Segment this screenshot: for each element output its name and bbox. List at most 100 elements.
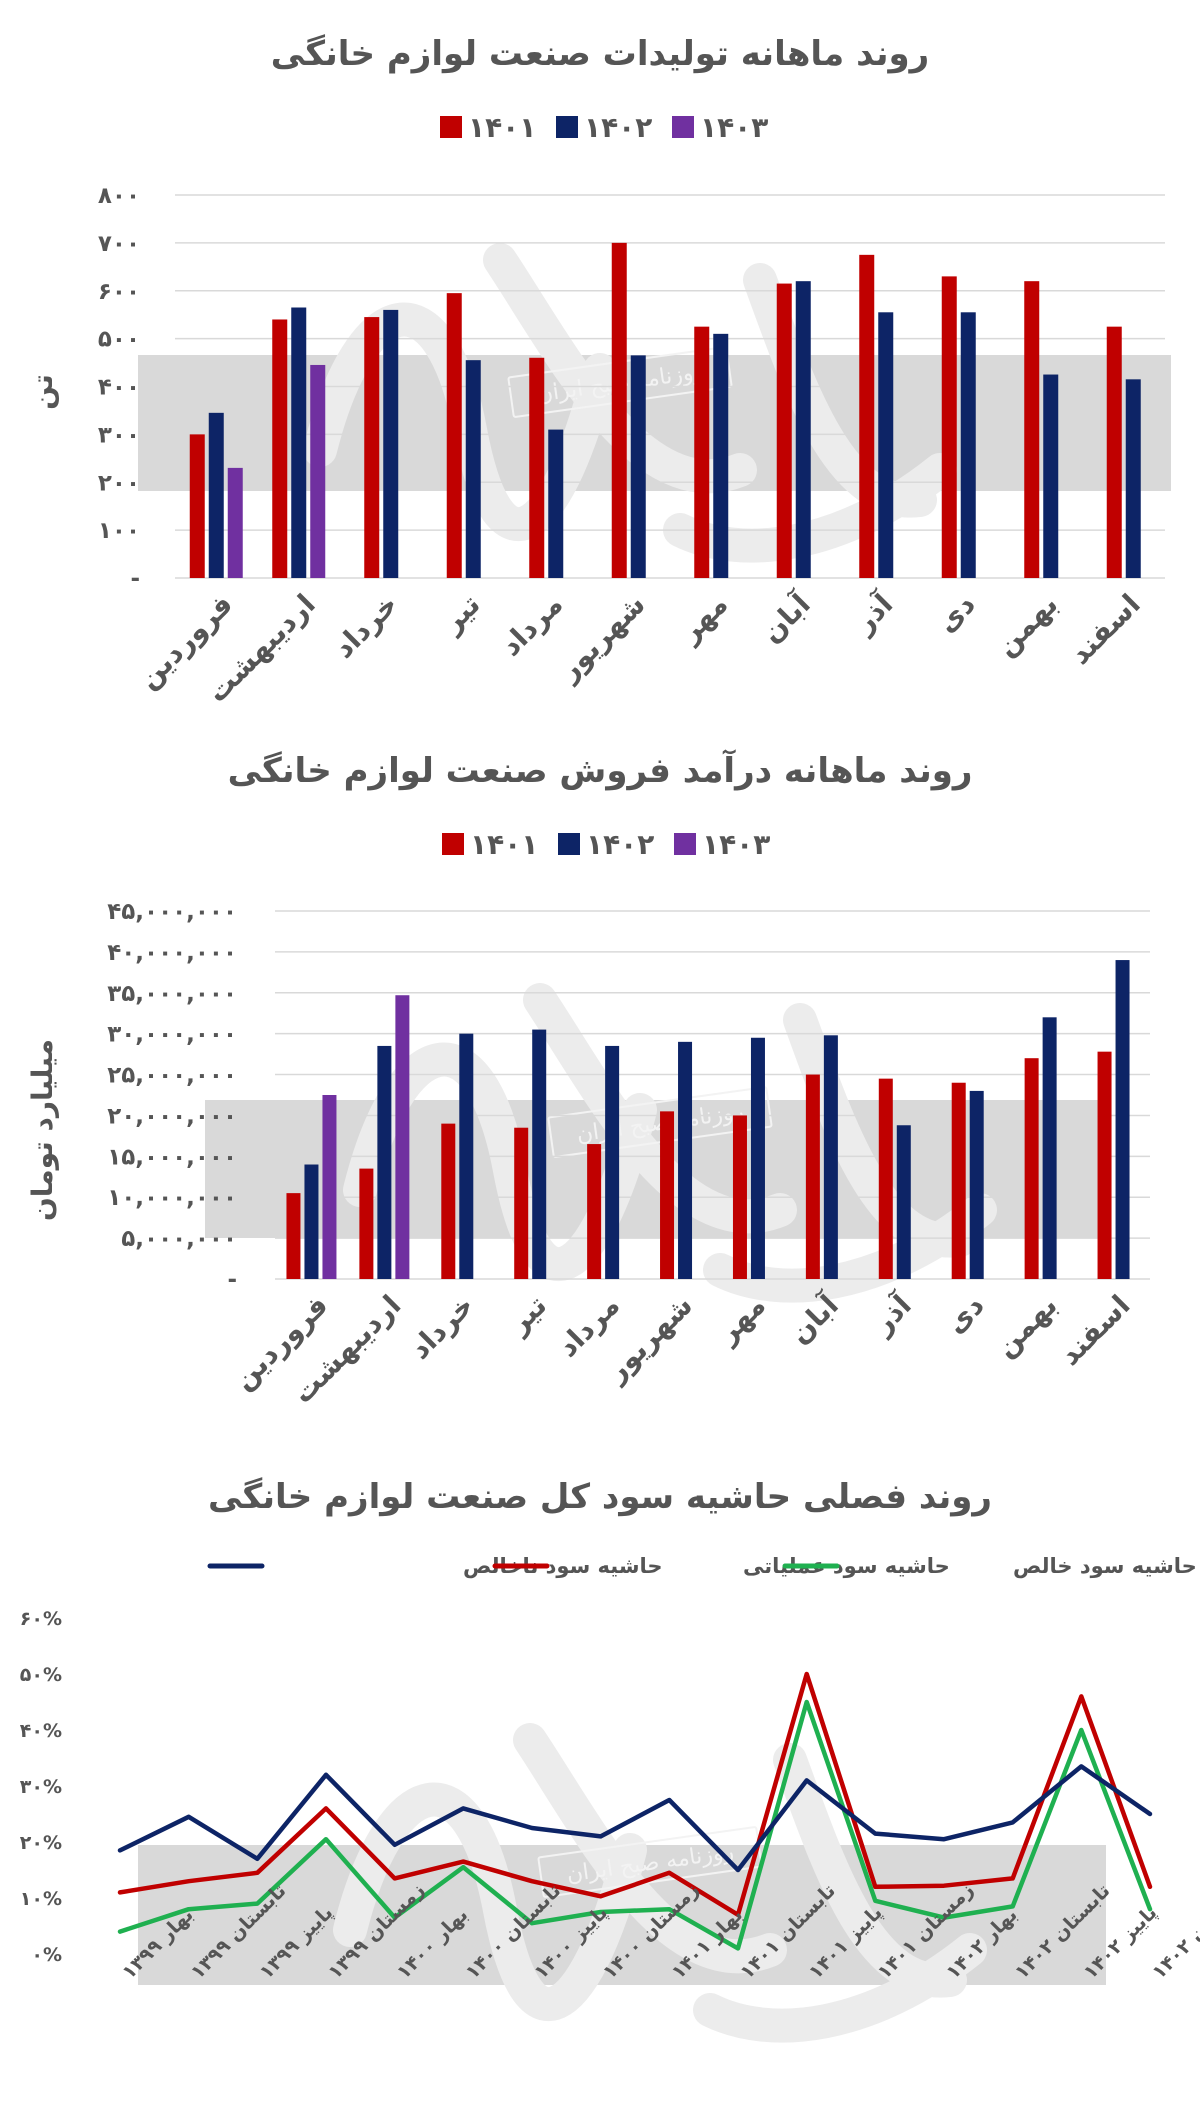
legend-label: ۱۴۰۱	[468, 111, 536, 144]
x-category-label: خرداد	[403, 1289, 480, 1366]
revenue-y-axis-label: میلیارد تومان	[26, 1039, 59, 1221]
bar	[446, 293, 462, 578]
series-line	[117, 1699, 1153, 1951]
revenue-gridlines	[275, 910, 1150, 1280]
x-category-label: دی	[930, 588, 982, 640]
margin-chart: روند فصلی حاشیه سود کل صنعت لوازم خانگی …	[20, 1477, 1200, 2043]
legend-label: ۱۴۰۳	[700, 111, 768, 144]
bar	[383, 309, 399, 578]
y-tick-label: ۶۰%	[20, 1608, 62, 1630]
bar	[377, 1045, 392, 1279]
x-category-label: خرداد	[327, 588, 404, 665]
y-tick-label: ۰%	[31, 1944, 62, 1966]
bar	[310, 364, 326, 578]
bar	[529, 357, 545, 578]
x-category-label: بهمن	[989, 1289, 1064, 1364]
legend-swatch	[558, 833, 580, 855]
bar	[878, 1078, 893, 1279]
bar	[1042, 1017, 1057, 1279]
bar	[514, 1127, 529, 1279]
bar	[227, 467, 243, 578]
production-y-axis-label: تن	[26, 374, 59, 410]
legend-label: حاشیه سود خالص	[1013, 1554, 1197, 1578]
y-tick-label: ۵,۰۰۰,۰۰۰	[121, 1226, 237, 1252]
x-category-label: آذر	[845, 586, 900, 641]
revenue-chart: روند ماهانه درآمد فروش صنعت لوازم خانگی …	[26, 749, 1150, 1410]
production-chart: روند ماهانه تولیدات صنعت لوازم خانگی ۱۴۰…	[26, 34, 1171, 709]
revenue-y-ticks: - ۵,۰۰۰,۰۰۰ ۱۰,۰۰۰,۰۰۰ ۱۵,۰۰۰,۰۰۰ ۲۰,۰۰۰,۰۰۰…	[107, 899, 237, 1293]
bar	[459, 1033, 474, 1279]
y-tick-label: ۳۵,۰۰۰,۰۰۰	[107, 981, 237, 1007]
bar	[1024, 1058, 1039, 1279]
x-category-label: مهر	[672, 588, 734, 650]
margin-y-ticks: ۰% ۱۰% ۲۰% ۳۰% ۴۰% ۵۰% ۶۰%	[20, 1608, 62, 1966]
bar	[605, 1045, 620, 1279]
y-tick-label: ۴۵,۰۰۰,۰۰۰	[107, 899, 237, 925]
margin-lines	[117, 1671, 1153, 1951]
y-tick-label: ۱۰۰	[98, 518, 140, 544]
bar	[951, 1082, 966, 1279]
legend-label: ۱۴۰۱	[470, 828, 538, 861]
bar	[587, 1144, 602, 1279]
bar	[611, 242, 627, 578]
bar	[960, 312, 976, 578]
y-tick-label: ۷۰۰	[98, 231, 140, 257]
bar	[322, 1095, 337, 1279]
legend-swatch	[556, 116, 578, 138]
x-category-label: تیر	[501, 1289, 554, 1342]
y-tick-label: ۴۰,۰۰۰,۰۰۰	[107, 940, 237, 966]
y-tick-label: ۴۰۰	[98, 375, 140, 401]
y-tick-label: ۲۵,۰۰۰,۰۰۰	[107, 1063, 237, 1089]
bar	[795, 281, 811, 578]
y-tick-label: ۲۰۰	[98, 470, 140, 496]
bar	[630, 355, 646, 578]
bar	[272, 319, 288, 578]
y-tick-label: ۲۰,۰۰۰,۰۰۰	[107, 1103, 237, 1129]
bar	[441, 1123, 456, 1279]
production-bars	[189, 242, 1141, 578]
x-category-label: اسفند	[1063, 588, 1146, 671]
x-category-label: آذر	[864, 1287, 919, 1342]
bar	[805, 1074, 820, 1279]
bar	[660, 1111, 675, 1279]
revenue-bars	[286, 960, 1130, 1279]
y-tick-label: ۱۰,۰۰۰,۰۰۰	[107, 1185, 237, 1211]
watermark-stroke	[333, 1782, 647, 2021]
x-category-label: شهریور	[551, 588, 652, 689]
series-line	[117, 1671, 1153, 1918]
x-category-label: دی	[939, 1289, 991, 1341]
bar	[1097, 1051, 1112, 1279]
bar	[359, 1168, 374, 1279]
bar	[941, 276, 957, 578]
bar	[776, 283, 792, 578]
bar	[291, 307, 307, 578]
legend-label: حاشیه سود عملیاتی	[743, 1554, 950, 1578]
bar	[896, 1125, 911, 1279]
legend-swatch	[440, 116, 462, 138]
bar	[969, 1090, 984, 1279]
bar	[532, 1029, 547, 1279]
series-line	[117, 1764, 1153, 1873]
bar	[1024, 281, 1040, 578]
y-tick-label: ۶۰۰	[98, 279, 140, 305]
bar	[859, 254, 875, 578]
bar	[878, 312, 894, 578]
revenue-chart-legend: ۱۴۰۱ ۱۴۰۲ ۱۴۰۳	[442, 828, 770, 861]
production-chart-title: روند ماهانه تولیدات صنعت لوازم خانگی	[271, 34, 929, 74]
watermark-stroke	[513, 1723, 787, 1974]
production-y-ticks: - ۱۰۰ ۲۰۰ ۳۰۰ ۴۰۰ ۵۰۰ ۶۰۰ ۷۰۰ ۸۰۰	[98, 183, 140, 592]
y-tick-label: ۳۰۰	[98, 422, 140, 448]
y-tick-label: ۵۰۰	[98, 327, 140, 353]
y-tick-label: ۳۰,۰۰۰,۰۰۰	[107, 1022, 237, 1048]
margin-chart-title: روند فصلی حاشیه سود کل صنعت لوازم خانگی	[208, 1477, 992, 1517]
bar	[465, 360, 481, 578]
bar	[286, 1193, 301, 1279]
x-category-label: زمستان ۱۴۰۲	[1148, 1879, 1200, 1984]
bar	[364, 317, 380, 578]
bar	[1106, 326, 1122, 578]
legend-label: ۱۴۰۲	[586, 828, 654, 861]
y-tick-label: ۱۵,۰۰۰,۰۰۰	[107, 1144, 237, 1170]
